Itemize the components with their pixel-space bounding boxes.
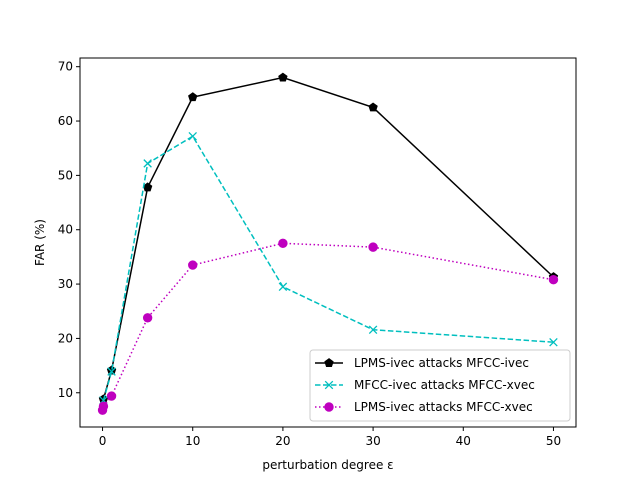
data-point — [368, 325, 378, 334]
data-point — [278, 72, 288, 82]
x-tick-label: 0 — [99, 434, 107, 448]
data-point — [368, 102, 378, 112]
data-point — [98, 401, 109, 412]
data-point — [106, 391, 117, 401]
legend-frame — [309, 349, 571, 422]
y-tick-label: 10 — [58, 386, 73, 400]
data-point — [188, 260, 198, 270]
legend: LPMS-ivec attacks MFCC-ivec MFCC-ivec att… — [309, 349, 571, 422]
y-axis-label: FAR (%) — [33, 219, 47, 266]
y-tick-label: 50 — [58, 168, 73, 182]
legend-label: LPMS-ivec attacks MFCC-ivec — [354, 356, 529, 370]
x-tick-label: 20 — [275, 434, 290, 448]
y-tick-label: 70 — [58, 60, 73, 74]
x-tick-label: 10 — [185, 434, 200, 448]
data-point — [188, 131, 197, 141]
data-point — [278, 238, 288, 249]
data-point — [107, 367, 116, 376]
legend-label: LPMS-ivec attacks MFCC-xvec — [354, 400, 533, 414]
data-point — [368, 242, 378, 252]
data-point — [324, 380, 334, 390]
data-point — [549, 337, 558, 347]
x-tick-label: 50 — [546, 434, 561, 448]
data-point — [324, 358, 334, 367]
y-tick-label: 40 — [58, 223, 73, 237]
data-point — [142, 313, 153, 323]
y-axis: 10 20 30 40 50 60 70 — [58, 60, 80, 400]
data-point — [278, 282, 288, 292]
x-axis-label: perturbation degree ε — [262, 458, 393, 472]
data-point — [188, 92, 198, 102]
x-tick-label: 30 — [365, 434, 380, 448]
x-axis: 0 10 20 30 40 50 — [99, 427, 561, 448]
series-3 — [97, 238, 559, 415]
y-tick-label: 30 — [58, 277, 73, 291]
series-line — [101, 242, 554, 411]
data-point — [324, 402, 334, 412]
legend-label: MFCC-ivec attacks MFCC-xvec — [354, 378, 535, 392]
y-tick-label: 20 — [58, 331, 73, 345]
x-tick-label: 40 — [456, 434, 471, 448]
data-point — [548, 275, 559, 285]
series-layer — [97, 72, 559, 415]
legend-items: LPMS-ivec attacks MFCC-ivec MFCC-ivec att… — [315, 356, 535, 414]
series-2 — [99, 131, 558, 405]
y-tick-label: 60 — [58, 114, 73, 128]
data-point — [143, 159, 152, 168]
